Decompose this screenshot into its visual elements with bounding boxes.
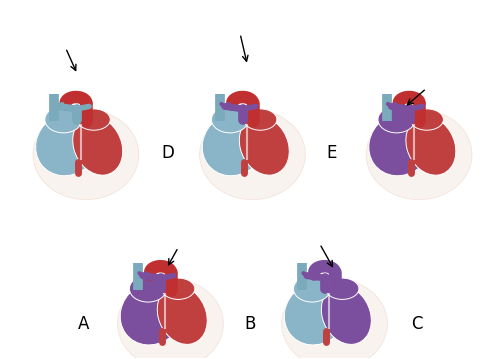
Ellipse shape <box>72 116 122 175</box>
Text: C: C <box>411 315 422 333</box>
Text: A: A <box>78 315 89 333</box>
Ellipse shape <box>212 106 248 133</box>
Text: E: E <box>327 144 337 162</box>
Ellipse shape <box>410 109 444 130</box>
Ellipse shape <box>45 106 82 133</box>
Ellipse shape <box>36 112 99 176</box>
Ellipse shape <box>322 285 372 344</box>
Ellipse shape <box>366 109 472 200</box>
Ellipse shape <box>120 282 184 345</box>
Ellipse shape <box>282 279 388 359</box>
Ellipse shape <box>200 109 306 200</box>
Ellipse shape <box>284 282 348 345</box>
Ellipse shape <box>294 275 331 302</box>
Ellipse shape <box>378 106 415 133</box>
Ellipse shape <box>244 109 277 130</box>
Text: D: D <box>162 144 174 162</box>
Ellipse shape <box>33 109 139 200</box>
Ellipse shape <box>77 109 110 130</box>
Text: B: B <box>244 315 256 333</box>
Ellipse shape <box>162 278 195 299</box>
Ellipse shape <box>326 278 359 299</box>
Ellipse shape <box>202 112 266 176</box>
Ellipse shape <box>240 116 290 175</box>
Ellipse shape <box>406 116 456 175</box>
Ellipse shape <box>118 279 224 359</box>
Ellipse shape <box>130 275 166 302</box>
Ellipse shape <box>158 285 207 344</box>
Ellipse shape <box>369 112 432 176</box>
